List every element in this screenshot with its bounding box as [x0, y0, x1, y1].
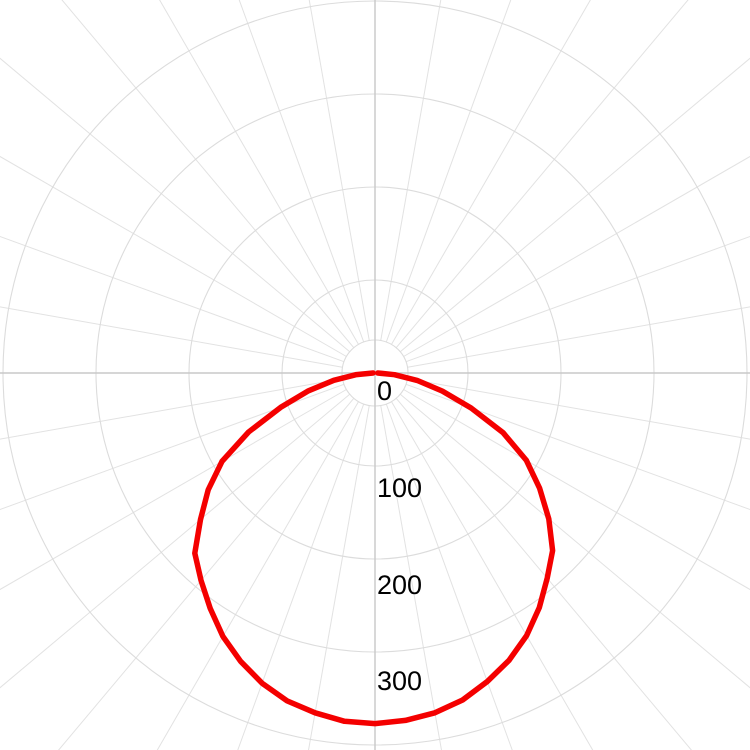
luminous-intensity-curve — [192, 370, 556, 727]
ring-label-100: 100 — [377, 473, 423, 503]
ring-label-200: 200 — [377, 570, 423, 600]
intensity-curve-layer — [192, 370, 556, 727]
ring-label-300: 300 — [377, 666, 423, 696]
ring-label-0: 0 — [377, 376, 393, 406]
